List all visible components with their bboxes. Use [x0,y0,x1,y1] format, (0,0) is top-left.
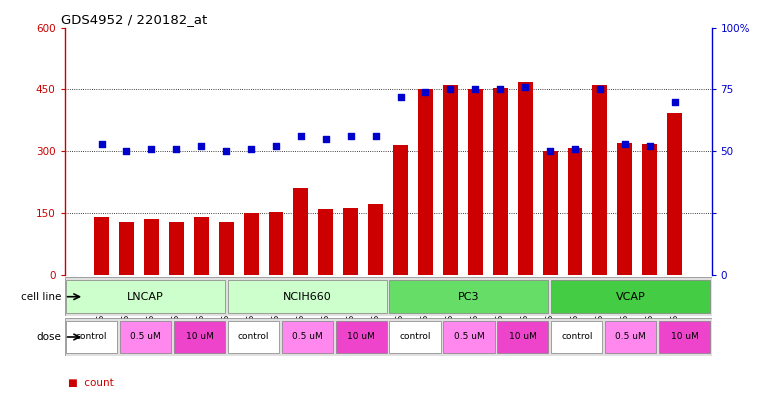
Text: 10 uM: 10 uM [186,332,213,342]
Text: GDS4952 / 220182_at: GDS4952 / 220182_at [62,13,208,26]
Text: 0.5 uM: 0.5 uM [616,332,646,342]
Bar [390,280,549,313]
Point [569,146,581,152]
Text: 10 uM: 10 uM [670,332,699,342]
Bar [667,113,682,275]
Bar [368,204,383,275]
Point [644,143,656,149]
Text: control: control [400,332,431,342]
Text: dose: dose [36,332,61,342]
Point [519,84,531,90]
Point [470,86,482,92]
Text: NCIH660: NCIH660 [283,292,332,302]
Point [195,143,207,149]
Point [320,136,332,142]
Point [220,148,232,154]
Point [394,94,406,100]
Point [419,89,431,95]
Bar [343,208,358,275]
Bar [174,321,225,353]
Bar [318,209,333,275]
Bar [659,321,710,353]
Point [669,99,681,105]
Bar [497,321,549,353]
Bar [120,321,171,353]
Text: 0.5 uM: 0.5 uM [454,332,484,342]
Bar [493,88,508,275]
Bar [551,321,603,353]
Bar [543,151,558,275]
Bar [390,321,441,353]
Text: control: control [237,332,269,342]
Point [145,146,158,152]
Bar [144,219,159,275]
Bar [169,222,184,275]
Bar [94,217,109,275]
Text: control: control [561,332,593,342]
Bar [517,82,533,275]
Bar [418,89,433,275]
Point [245,146,257,152]
Bar [617,143,632,275]
Text: PC3: PC3 [458,292,479,302]
Bar [393,145,408,275]
Point [619,141,631,147]
Bar [218,222,234,275]
Bar [605,321,656,353]
Text: control: control [76,332,107,342]
Bar [66,280,225,313]
Text: 10 uM: 10 uM [509,332,537,342]
Text: VCAP: VCAP [616,292,645,302]
Bar [336,321,387,353]
Point [120,148,132,154]
Bar [194,217,209,275]
Bar [244,213,259,275]
Point [370,133,382,140]
Point [95,141,107,147]
Text: 0.5 uM: 0.5 uM [130,332,161,342]
Point [295,133,307,140]
Bar [592,85,607,275]
Bar [228,280,387,313]
Point [594,86,606,92]
Point [494,86,506,92]
Bar [568,148,582,275]
Text: ■  count: ■ count [68,378,114,388]
Text: LNCAP: LNCAP [127,292,164,302]
Bar [119,222,134,275]
Text: cell line: cell line [21,292,61,302]
Point [544,148,556,154]
Bar [269,212,283,275]
Text: 10 uM: 10 uM [347,332,375,342]
Bar [66,321,117,353]
Bar [551,280,710,313]
Point [170,146,183,152]
Point [345,133,357,140]
Bar [228,321,279,353]
Bar [282,321,333,353]
Point [270,143,282,149]
Bar [443,85,458,275]
Bar [468,88,482,275]
Text: 0.5 uM: 0.5 uM [292,332,323,342]
Bar [642,144,658,275]
Bar [294,188,308,275]
Point [444,86,457,92]
Bar [444,321,495,353]
